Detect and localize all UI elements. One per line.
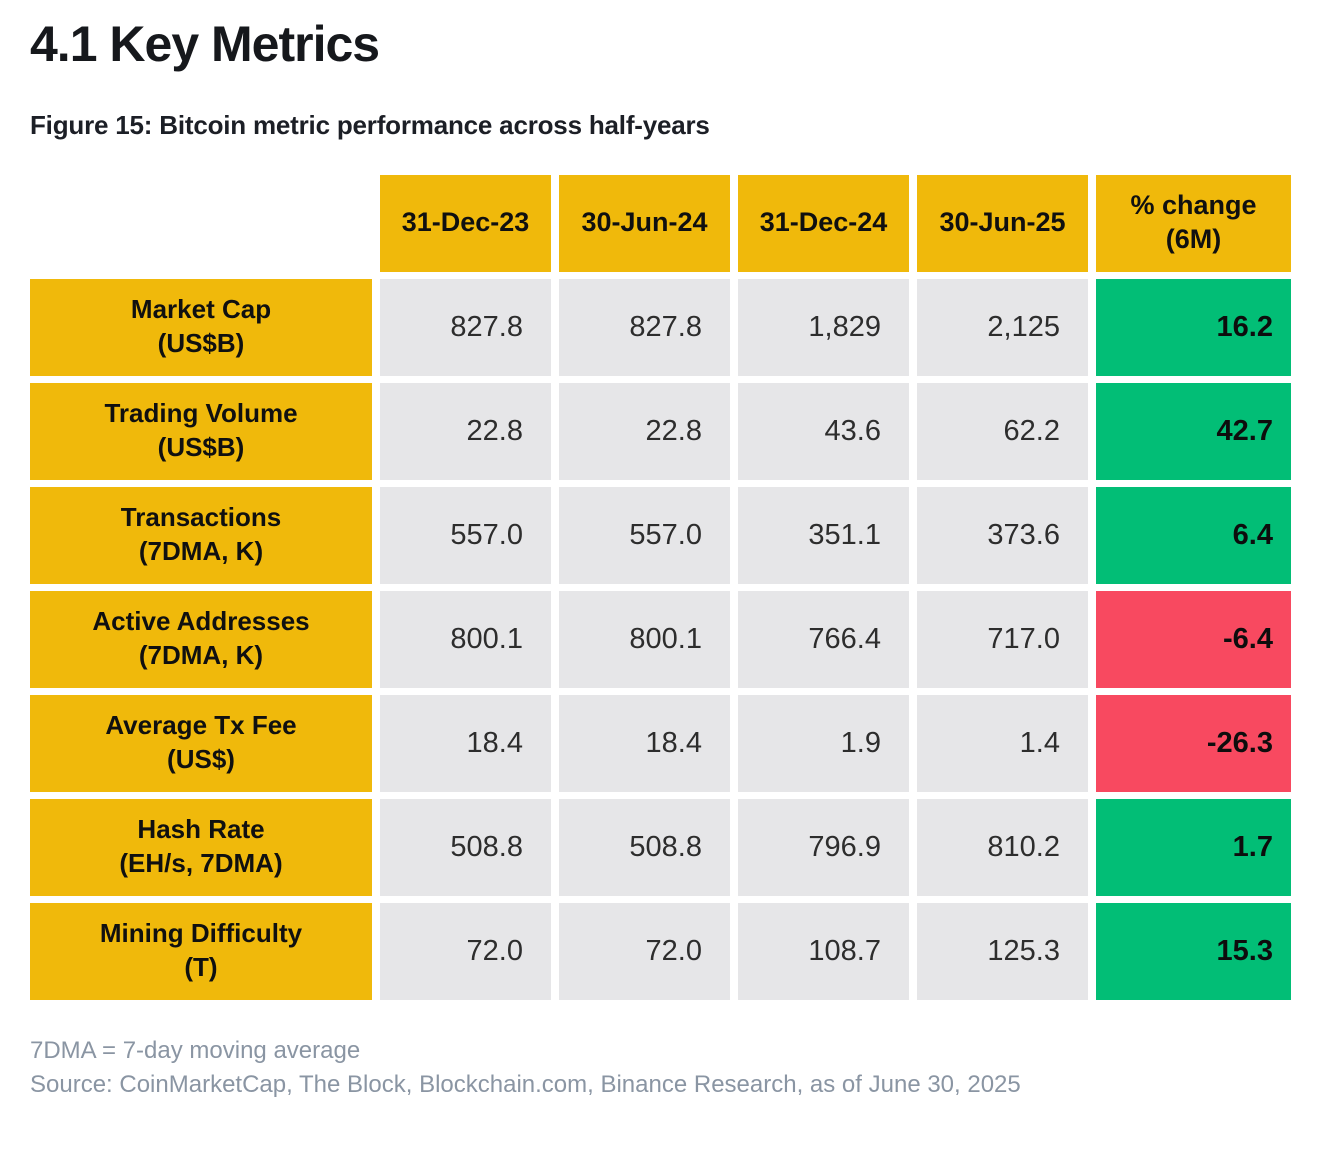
value-cell: 717.0	[917, 590, 1088, 688]
value-cell: 810.2	[917, 798, 1088, 896]
value-cell: 800.1	[559, 590, 730, 688]
metric-label-cell: Market Cap (US$B)	[30, 278, 372, 376]
metric-label-cell: Average Tx Fee (US$)	[30, 694, 372, 792]
metric-label-cell: Transactions (7DMA, K)	[30, 486, 372, 584]
pct-change-cell: 1.7	[1096, 798, 1291, 896]
metric-label-cell: Hash Rate (EH/s, 7DMA)	[30, 798, 372, 896]
value-cell: 72.0	[559, 902, 730, 1000]
footnote-source: Source: CoinMarketCap, The Block, Blockc…	[30, 1071, 1021, 1099]
column-header-30-jun-24: 30-Jun-24	[559, 174, 730, 272]
value-cell: 800.1	[380, 590, 551, 688]
pct-change-cell: -6.4	[1096, 590, 1291, 688]
value-cell: 827.8	[559, 278, 730, 376]
metric-label-cell: Mining Difficulty (T)	[30, 902, 372, 1000]
table-corner-spacer	[30, 175, 372, 272]
metric-label-cell: Active Addresses (7DMA, K)	[30, 590, 372, 688]
pct-change-cell: 42.7	[1096, 382, 1291, 480]
value-cell: 557.0	[559, 486, 730, 584]
value-cell: 18.4	[559, 694, 730, 792]
figure-caption: Figure 15: Bitcoin metric performance ac…	[30, 109, 710, 140]
footnotes: 7DMA = 7-day moving average Source: Coin…	[30, 1034, 1296, 1104]
value-cell: 766.4	[738, 590, 909, 688]
metrics-table: 31-Dec-23 30-Jun-24 31-Dec-24 30-Jun-25 …	[30, 174, 1296, 1000]
value-cell: 18.4	[380, 694, 551, 792]
page-title: 4.1 Key Metrics	[30, 16, 380, 72]
metric-label-cell: Trading Volume (US$B)	[30, 382, 372, 480]
value-cell: 1,829	[738, 278, 909, 376]
column-header-31-dec-24: 31-Dec-24	[738, 174, 909, 272]
report-figure: 4.1 Key Metrics Figure 15: Bitcoin metri…	[30, 16, 1296, 1104]
value-cell: 125.3	[917, 902, 1088, 1000]
value-cell: 1.9	[738, 694, 909, 792]
value-cell: 351.1	[738, 486, 909, 584]
value-cell: 373.6	[917, 486, 1088, 584]
column-header-30-jun-25: 30-Jun-25	[917, 174, 1088, 272]
pct-change-cell: 15.3	[1096, 902, 1291, 1000]
value-cell: 2,125	[917, 278, 1088, 376]
value-cell: 508.8	[559, 798, 730, 896]
value-cell: 43.6	[738, 382, 909, 480]
column-header-pct-change: % change (6M)	[1096, 174, 1291, 272]
footnote-definition: 7DMA = 7-day moving average	[30, 1036, 361, 1064]
value-cell: 557.0	[380, 486, 551, 584]
value-cell: 72.0	[380, 902, 551, 1000]
pct-change-cell: 6.4	[1096, 486, 1291, 584]
value-cell: 508.8	[380, 798, 551, 896]
value-cell: 22.8	[380, 382, 551, 480]
value-cell: 22.8	[559, 382, 730, 480]
value-cell: 1.4	[917, 694, 1088, 792]
value-cell: 827.8	[380, 278, 551, 376]
value-cell: 62.2	[917, 382, 1088, 480]
value-cell: 796.9	[738, 798, 909, 896]
column-header-31-dec-23: 31-Dec-23	[380, 174, 551, 272]
pct-change-cell: -26.3	[1096, 694, 1291, 792]
pct-change-cell: 16.2	[1096, 278, 1291, 376]
value-cell: 108.7	[738, 902, 909, 1000]
